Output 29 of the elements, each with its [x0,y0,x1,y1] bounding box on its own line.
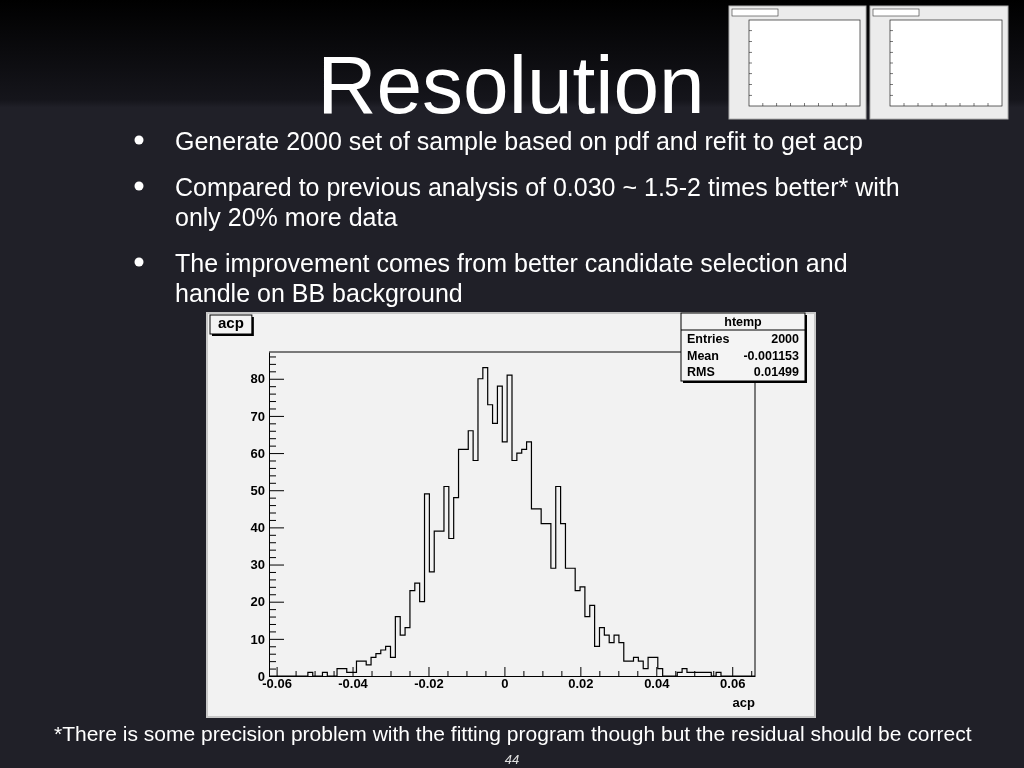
annotation: 0.01499 [753,365,800,379]
x-axis-title: acp [732,695,756,710]
y-tick-label: 10 [250,631,265,647]
y-tick-label: 60 [250,445,265,461]
text: htemp [724,315,763,329]
x-tick-label: 0.02 [568,676,594,692]
text: 2000 [771,332,800,346]
annotation: -0.001153 [743,348,800,363]
chart-title: Resolution [317,39,705,130]
y-tick-label: 30 [250,557,265,573]
x-tick-label: 0 [501,676,509,692]
text: 44 [504,752,520,767]
text: Generate 2000 set of sample based on pdf and refit to get acp [175,127,863,155]
text: Compared to previous analysis of 0.030 ~ 1.5-2 times better* with only 20% more data [175,173,900,231]
chart-subtitle: acp [218,314,244,331]
x-tick-label: 0.04 [644,676,671,692]
x-tick-label: -0.04 [338,676,369,692]
text: Entries [687,332,730,346]
x-tick-label: 0.06 [720,676,746,692]
y-tick-label: 80 [250,371,265,387]
text: The improvement comes from better candidate selection and handle on BB background [175,249,848,307]
y-tick-label: 50 [250,482,265,498]
annotation: RMS [687,365,715,379]
text: *There is some precision problem with the fitting program though but the residual should be correct [54,722,972,745]
y-tick-label: 20 [250,594,265,610]
y-tick-label: 70 [250,408,265,424]
annotation: Mean [687,348,719,363]
y-tick-label: 40 [250,520,265,536]
x-tick-label: -0.02 [414,676,444,692]
